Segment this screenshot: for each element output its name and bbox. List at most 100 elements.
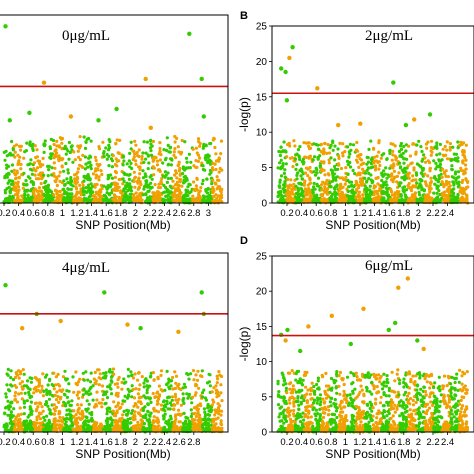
snp-point (114, 405, 118, 409)
snp-point (347, 185, 351, 189)
snp-point (372, 147, 376, 151)
snp-point (175, 176, 179, 180)
snp-point (427, 187, 432, 191)
snp-point (15, 400, 19, 404)
snp-point (24, 384, 29, 388)
snp-point (37, 380, 41, 384)
snp-point (54, 427, 58, 431)
snp-point (136, 420, 140, 424)
snp-point (84, 390, 88, 394)
snp-point (165, 136, 169, 140)
snp-point (357, 171, 361, 175)
snp-point (25, 419, 29, 423)
snp-point (344, 175, 348, 179)
snp-point (288, 401, 292, 405)
snp-point (89, 182, 93, 186)
snp-point (157, 198, 161, 203)
snp-point (296, 395, 300, 399)
snp-point (206, 160, 210, 165)
snp-point (292, 388, 296, 392)
snp-point (91, 384, 95, 388)
snp-point (192, 378, 196, 382)
snp-point (346, 145, 350, 149)
snp-point (146, 402, 150, 407)
snp-point (86, 185, 91, 189)
snp-point (209, 170, 213, 175)
snp-point (184, 156, 189, 160)
snp-point (42, 415, 46, 420)
snp-point (7, 185, 11, 189)
snp-point (45, 392, 49, 396)
snp-point (178, 180, 182, 184)
snp-point (276, 394, 280, 398)
snp-point (322, 160, 326, 164)
snp-point (138, 412, 142, 416)
snp-point (312, 155, 317, 159)
snp-point (388, 148, 392, 152)
snp-point (441, 198, 445, 202)
snp-point (89, 392, 93, 396)
snp-point (133, 425, 137, 429)
snp-point (292, 404, 296, 408)
snp-point (55, 199, 60, 203)
snp-point (356, 200, 360, 204)
data-point (3, 24, 8, 29)
snp-point (146, 386, 150, 390)
data-point (68, 114, 74, 119)
snp-point (429, 145, 433, 150)
snp-point (322, 147, 326, 151)
snp-point (175, 197, 179, 201)
snp-point (80, 164, 84, 168)
snp-point (295, 152, 299, 156)
snp-point (34, 197, 38, 201)
snp-point (4, 392, 8, 396)
snp-point (433, 175, 437, 179)
snp-point (14, 143, 19, 147)
snp-point (68, 413, 73, 417)
snp-point (300, 383, 305, 387)
snp-point (410, 161, 414, 165)
snp-point (39, 189, 44, 193)
snp-point (296, 191, 300, 195)
snp-point (315, 182, 319, 186)
snp-point (163, 170, 168, 174)
snp-point (294, 378, 298, 382)
snp-point (351, 143, 356, 147)
snp-point (78, 158, 82, 162)
snp-point (312, 185, 316, 189)
snp-point (204, 398, 208, 402)
snp-point (168, 191, 172, 195)
snp-point (330, 171, 335, 175)
snp-point (423, 160, 428, 164)
snp-point (186, 396, 190, 400)
snp-point (195, 187, 199, 191)
snp-point (96, 192, 100, 196)
snp-point (338, 186, 342, 190)
snp-point (198, 427, 202, 431)
snp-point (299, 198, 303, 202)
snp-point (44, 190, 49, 194)
snp-point (28, 143, 32, 147)
snp-point (179, 152, 183, 156)
snp-point (130, 373, 134, 377)
snp-point (321, 152, 326, 156)
data-point (199, 290, 204, 295)
snp-background-cloud (2, 134, 224, 205)
snp-point (62, 400, 66, 404)
x-axis-label: SNP Position(Mb) (325, 218, 420, 232)
snp-point (432, 191, 436, 195)
snp-point (63, 428, 67, 432)
snp-point (45, 193, 49, 198)
snp-point (193, 418, 197, 422)
snp-point (101, 384, 105, 388)
snp-point (52, 407, 56, 411)
snp-point (174, 156, 178, 160)
snp-point (354, 179, 358, 183)
snp-point (136, 405, 140, 409)
snp-point (118, 426, 122, 430)
snp-point (132, 396, 137, 400)
snp-point (42, 389, 46, 393)
snp-point (428, 167, 432, 171)
snp-point (369, 161, 373, 165)
y-tick-label: 25 (256, 22, 268, 33)
